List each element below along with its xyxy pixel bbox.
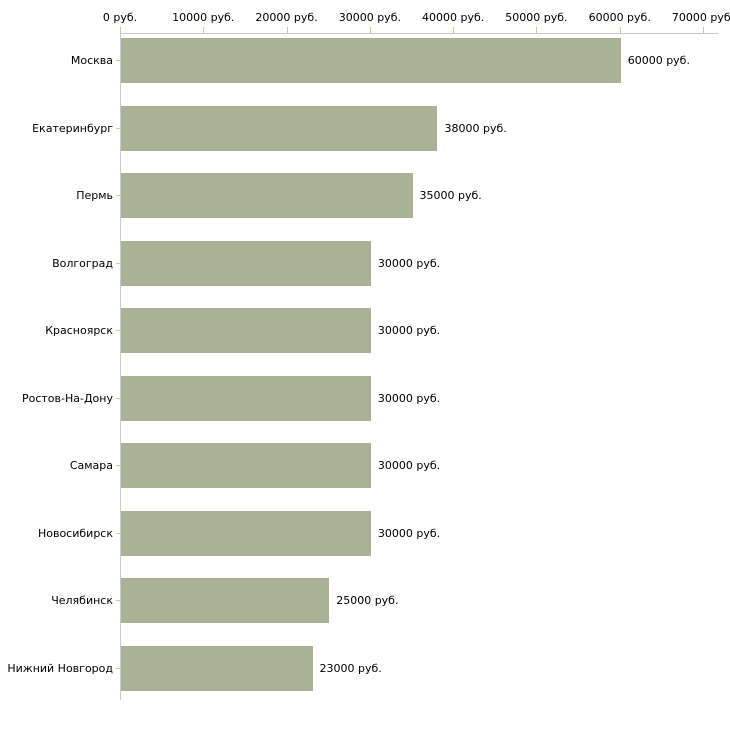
y-axis-tick: [116, 262, 124, 264]
bar: [121, 578, 330, 623]
x-tick-label: 60000 руб.: [588, 11, 651, 24]
bar: [121, 38, 621, 83]
bar-row: Пермь 35000 руб.: [76, 168, 703, 235]
category-label: Нижний Новгород: [7, 661, 113, 675]
y-axis-line: [120, 33, 121, 700]
x-tick-label: 10000 руб.: [172, 11, 235, 24]
value-label: 23000 руб.: [319, 661, 382, 675]
y-axis-tick: [116, 195, 124, 196]
bar-row: Нижний Новгород 23000 руб.: [7, 641, 703, 708]
category-label: Ростов-На-Дону: [21, 391, 113, 405]
value-label: 30000 руб.: [377, 526, 441, 540]
category-label: Волгоград: [52, 256, 113, 270]
x-tick-label: 20000 руб.: [255, 11, 318, 24]
x-axis-line: [120, 33, 718, 34]
bar-row: Красноярск 30000 руб.: [45, 303, 703, 370]
x-axis-tick: [286, 27, 288, 34]
value-label: 60000 руб.: [627, 54, 690, 67]
y-axis-tick: [116, 532, 124, 534]
x-axis-tick: [536, 27, 538, 34]
value-label: 30000 руб.: [377, 256, 441, 270]
value-label: 30000 руб.: [377, 391, 441, 405]
x-axis-tick: [703, 27, 704, 34]
x-axis-tick: [203, 27, 205, 34]
x-tick-label: 40000 руб.: [422, 11, 485, 24]
bar: [121, 173, 413, 218]
y-axis-tick: [116, 397, 124, 399]
bar: [121, 375, 371, 421]
x-axis-tick: [619, 27, 621, 34]
y-axis-tick: [116, 465, 124, 466]
value-label: 25000 руб.: [336, 594, 399, 607]
bar-row: Самара 30000 руб.: [70, 438, 703, 505]
bar-row: Екатеринбург 38000 руб.: [32, 101, 703, 168]
bar-row: Волгоград 30000 руб.: [52, 236, 703, 303]
bar-row: Челябинск 25000 руб.: [51, 573, 703, 640]
category-label: Челябинск: [51, 594, 113, 607]
x-axis: 0 руб. 10000 руб. 20000 руб. 30000 руб. 4000…: [0, 11, 730, 25]
x-axis-tick: [369, 27, 371, 34]
category-label: Екатеринбург: [32, 121, 113, 135]
bar: [121, 510, 371, 556]
bar: [121, 645, 313, 691]
x-tick-label: 30000 руб.: [338, 11, 401, 24]
x-axis-tick: [453, 27, 455, 34]
y-axis-tick: [116, 600, 124, 601]
plot-area: Москва 60000 руб. Екатеринбург 38000 руб. Пе…: [7, 27, 718, 703]
value-label: 30000 руб.: [377, 324, 441, 337]
y-axis-tick: [116, 127, 124, 129]
value-label: 35000 руб.: [419, 189, 482, 202]
x-tick-label: 70000 руб.: [671, 11, 730, 24]
bar: [121, 240, 371, 286]
bar: [121, 443, 371, 488]
category-label: Пермь: [76, 189, 113, 202]
x-tick-label: 0 руб.: [102, 11, 138, 24]
bar: [121, 308, 371, 353]
x-tick-label: 50000 руб.: [505, 11, 568, 24]
category-label: Москва: [70, 54, 113, 67]
x-axis-tick: [120, 27, 121, 34]
bar-row: Ростов-На-Дону 30000 руб.: [22, 371, 703, 438]
bar-row: Новосибирск 30000 руб.: [38, 506, 703, 573]
category-label: Самара: [69, 459, 113, 472]
value-label: 38000 руб.: [444, 121, 507, 135]
bar: [121, 105, 438, 151]
category-label: Новосибирск: [37, 526, 113, 540]
bar-row: Москва 60000 руб.: [71, 33, 703, 100]
y-axis-tick: [116, 667, 124, 669]
category-label: Красноярск: [45, 324, 113, 337]
y-axis-tick: [116, 330, 124, 331]
value-label: 30000 руб.: [377, 459, 441, 472]
y-axis-tick: [116, 60, 124, 61]
